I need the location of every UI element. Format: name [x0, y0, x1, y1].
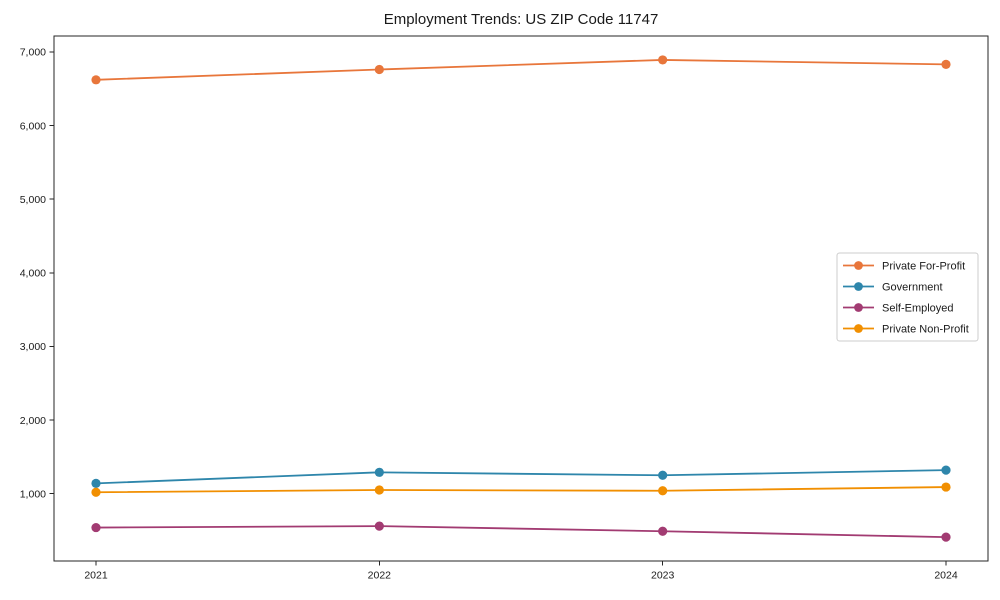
y-axis-tick-label: 4,000: [20, 268, 46, 280]
y-axis-tick-label: 3,000: [20, 341, 46, 353]
series-line-1: [95, 469, 947, 485]
legend-marker-icon: [854, 324, 863, 333]
y-axis-tick-label: 6,000: [20, 120, 46, 132]
legend-label: Government: [882, 282, 943, 294]
legend-marker-icon: [854, 303, 863, 312]
series-marker: [374, 467, 384, 477]
series-line-0: [95, 59, 947, 81]
series-marker: [658, 526, 668, 536]
legend-label: Self-Employed: [882, 303, 954, 315]
series-marker: [374, 521, 384, 531]
legend-marker-icon: [854, 261, 863, 270]
series-group: [91, 55, 951, 542]
legend-box: [836, 252, 979, 342]
y-axis-tick-label: 2,000: [20, 415, 46, 427]
plot-border: [53, 35, 989, 562]
series-marker: [941, 532, 951, 542]
y-axis-tick-label: 1,000: [20, 488, 46, 500]
series-line-2: [95, 525, 947, 539]
legend-item: Private Non-Profit: [843, 324, 969, 336]
x-axis-tick-label: 2023: [651, 570, 675, 582]
series-marker: [91, 487, 101, 497]
series-marker: [91, 478, 101, 488]
series-marker: [658, 486, 668, 496]
series-marker: [941, 465, 951, 475]
series-marker: [658, 470, 668, 480]
x-axis-tick-label: 2021: [84, 570, 108, 582]
y-axis-tick-label: 7,000: [20, 47, 46, 59]
series-marker: [91, 522, 101, 533]
plot-area: 1,000 2,000 3,000 4,000 5,000 6,000 7,000 2021 2…: [20, 35, 989, 582]
legend-item: Government: [843, 282, 943, 294]
x-axis-tick-label: 2024: [934, 570, 958, 582]
legend: Private For-Profit Government Self-Employe…: [836, 252, 979, 342]
series-marker: [658, 55, 668, 65]
legend-label: Private For-Profit: [882, 261, 965, 273]
series-marker: [941, 482, 951, 492]
series-marker: [374, 485, 384, 495]
legend-item: Self-Employed: [843, 303, 954, 315]
y-axis-tick-label: 5,000: [20, 194, 46, 206]
legend-marker-icon: [854, 282, 863, 291]
series-line-3: [95, 486, 947, 494]
series-marker: [91, 75, 101, 85]
series-marker: [941, 59, 951, 69]
series-marker: [374, 64, 384, 75]
legend-label: Private Non-Profit: [882, 324, 969, 336]
legend-item: Private For-Profit: [843, 261, 965, 273]
x-axis-tick-label: 2022: [368, 570, 392, 582]
chart-title: Employment Trends: US ZIP Code 11747: [384, 11, 659, 28]
